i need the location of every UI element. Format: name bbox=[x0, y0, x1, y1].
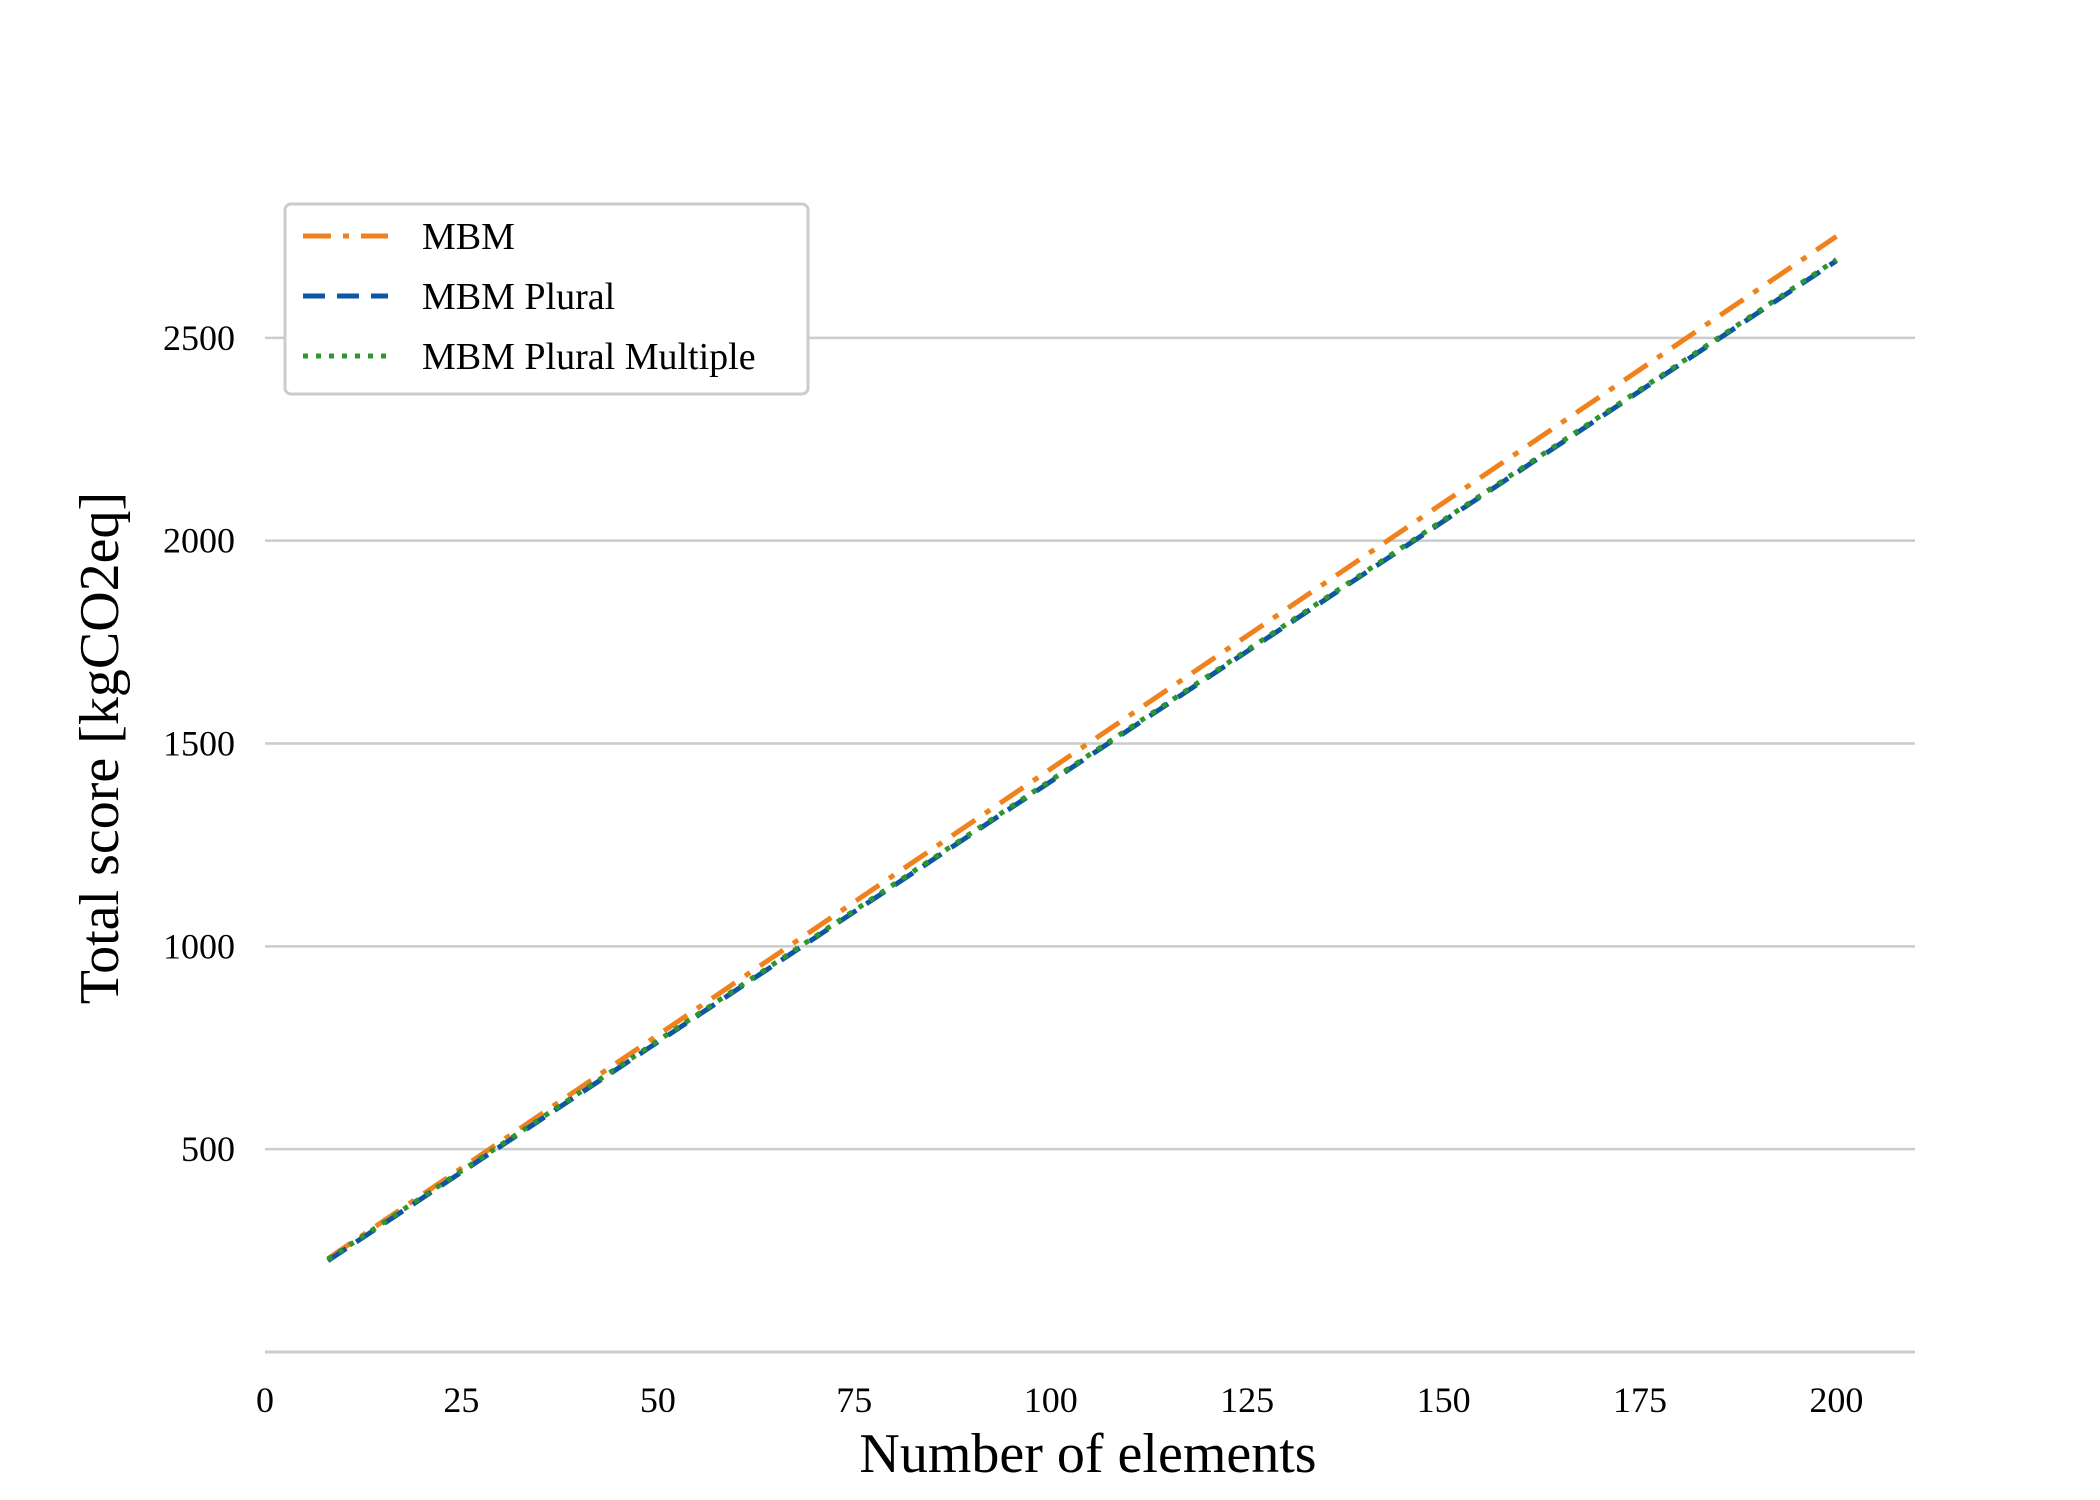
y-axis-title: Total score [kgCO2eq] bbox=[69, 492, 131, 1004]
series-line-mbm-plural bbox=[326, 258, 1838, 1263]
x-tick-label: 100 bbox=[1024, 1380, 1078, 1420]
x-tick-label: 150 bbox=[1417, 1380, 1471, 1420]
series-line-mbm-plural-multiple bbox=[326, 257, 1838, 1262]
x-tick-label: 125 bbox=[1220, 1380, 1274, 1420]
series-layer bbox=[326, 234, 1838, 1263]
y-tick-label: 1000 bbox=[163, 926, 235, 966]
x-tick-label: 0 bbox=[256, 1380, 274, 1420]
legend-box bbox=[283, 202, 810, 396]
x-tick-label: 75 bbox=[836, 1380, 872, 1420]
legend-label: MBM Plural bbox=[422, 276, 615, 318]
legend-items: MBM MBM Plural MBM Plural Multiple bbox=[303, 216, 756, 378]
y-tick-label: 1500 bbox=[163, 724, 235, 764]
x-tick-label: 50 bbox=[640, 1380, 676, 1420]
legend-label: MBM Plural Multiple bbox=[422, 336, 756, 378]
y-tick-label: 2000 bbox=[163, 521, 235, 561]
y-tick-label: 500 bbox=[181, 1129, 235, 1169]
series-line-mbm bbox=[326, 234, 1838, 1261]
legend: MBM MBM Plural MBM Plural Multiple bbox=[283, 202, 810, 396]
legend-label: MBM bbox=[422, 216, 515, 258]
x-tick-label: 175 bbox=[1613, 1380, 1667, 1420]
y-tick-label: 2500 bbox=[163, 318, 235, 358]
x-tick-label: 200 bbox=[1809, 1380, 1863, 1420]
x-axis-title: Number of elements bbox=[859, 1423, 1316, 1485]
tick-layer: 500 1000 1500 2000 2500 0 25 50 75 100 125 150 175 20… bbox=[163, 318, 1863, 1420]
x-tick-label: 25 bbox=[443, 1380, 479, 1420]
grid-layer bbox=[265, 336, 1915, 1354]
